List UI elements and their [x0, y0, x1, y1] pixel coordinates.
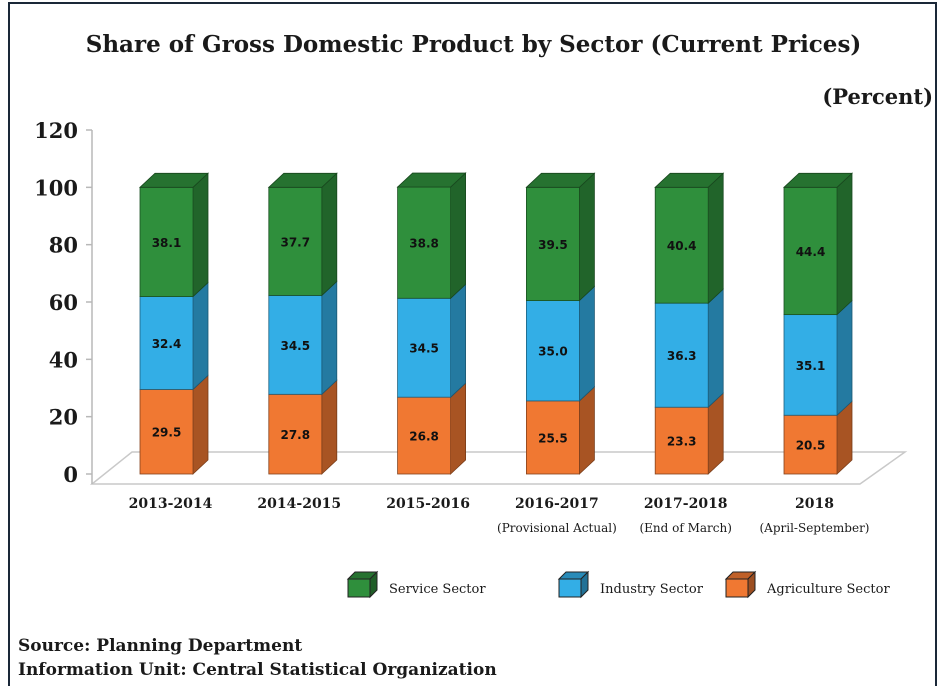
data-label: 38.8 [409, 237, 439, 251]
bar-side-industry-sector [707, 288, 724, 409]
bar-segment-agriculture-sector [526, 400, 580, 475]
x-tick-label: 2013-2014 [129, 496, 213, 512]
bar-segment-service-sector [139, 186, 194, 297]
bar-group-2013-2014: 29.5 32.4 38.1 [138, 172, 210, 475]
x-tick-note: (Provisional Actual) [497, 521, 617, 535]
data-label: 29.5 [152, 426, 182, 440]
bar-side-service-sector [450, 172, 467, 300]
bar-group-2014-2015: 27.8 34.5 37.7 [267, 172, 338, 475]
bar-segment-service-sector [397, 186, 452, 299]
legend-label: Service Sector [389, 582, 486, 597]
y-tick-label: 80 [49, 233, 78, 258]
y-axis: 0 20 40 60 80 100 120 [34, 118, 93, 487]
bar-group-2017-2018: 23.3 36.3 40.4 [654, 172, 725, 475]
data-label: 44.4 [796, 245, 826, 259]
unit-label: (Percent) [822, 84, 933, 109]
data-label: 35.1 [796, 359, 826, 373]
y-tick-label: 60 [49, 290, 78, 315]
bar-side-service-sector [707, 172, 724, 305]
bar-side-industry-sector [579, 285, 595, 402]
bar-top [138, 172, 210, 188]
legend-item-service-sector: Service Sector [346, 570, 486, 599]
bar-segment-service-sector [783, 186, 838, 316]
bars: 29.5 32.4 38.1 27.8 34.5 37.7 26.8 34.5 38.8 25.5… [138, 172, 854, 475]
bar-side-industry-sector [836, 299, 853, 417]
bar-segment-agriculture-sector [139, 389, 194, 475]
data-label: 25.5 [538, 431, 568, 445]
bar-side-service-sector [192, 172, 209, 298]
bar-segment-service-sector [654, 186, 709, 304]
x-tick-label: 2018 [795, 496, 834, 512]
bar-side-service-sector [321, 172, 338, 297]
y-tick-label: 0 [63, 462, 78, 487]
bar-segment-industry-sector [654, 302, 709, 408]
bar-side-service-sector [836, 172, 853, 316]
data-label: 39.5 [538, 238, 568, 252]
bar-top [782, 172, 854, 188]
x-tick-note: (April-September) [759, 521, 869, 535]
bar-side-agriculture-sector [450, 382, 467, 475]
bar-segment-industry-sector [139, 296, 194, 390]
legend-label: Industry Sector [600, 582, 704, 597]
data-label: 35.0 [538, 345, 568, 359]
bar-side-agriculture-sector [579, 385, 595, 475]
bar-top [654, 172, 725, 188]
bar-top [267, 172, 338, 188]
bar-top [396, 172, 467, 188]
x-tick-note: (End of March) [639, 521, 731, 535]
data-label: 34.5 [280, 339, 310, 353]
bar-segment-agriculture-sector [397, 396, 452, 475]
bar-segment-agriculture-sector [783, 414, 838, 475]
bar-segment-agriculture-sector [268, 393, 323, 475]
legend-item-industry-sector: Industry Sector [557, 570, 704, 599]
floor-outline [89, 451, 908, 485]
bar-segment-industry-sector [397, 297, 452, 398]
y-tick-label: 120 [34, 118, 78, 143]
legend-label: Agriculture Sector [766, 582, 890, 597]
x-tick-label: 2015-2016 [386, 496, 470, 512]
x-tick-label: 2014-2015 [257, 496, 341, 512]
bar-side-industry-sector [192, 281, 209, 391]
data-label: 32.4 [152, 337, 182, 351]
data-label: 20.5 [796, 439, 826, 453]
data-label: 26.8 [409, 430, 439, 444]
bar-side-agriculture-sector [321, 379, 338, 475]
data-label: 34.5 [409, 342, 439, 356]
bar-segment-service-sector [268, 186, 323, 296]
y-tick-label: 20 [49, 405, 78, 430]
legend-item-agriculture-sector: Agriculture Sector [724, 570, 890, 599]
bar-side-service-sector [579, 172, 595, 302]
bar-top [525, 172, 596, 188]
bar-group-2016-2017: 25.5 35.0 39.5 [525, 172, 596, 475]
data-label: 23.3 [667, 435, 697, 449]
bar-side-industry-sector [321, 280, 338, 396]
bar-group-2015-2016: 26.8 34.5 38.8 [396, 172, 467, 475]
data-label: 37.7 [280, 235, 310, 249]
data-label: 27.8 [280, 428, 310, 442]
bar-side-agriculture-sector [192, 374, 209, 475]
chart-title: Share of Gross Domestic Product by Secto… [85, 31, 862, 58]
bar-group-2018: 20.5 35.1 44.4 [782, 172, 854, 475]
data-label: 36.3 [667, 349, 697, 363]
source-text: Source: Planning Department [18, 636, 303, 656]
x-axis-labels: 2013-2014 2014-2015 2015-2016 2016-2017 (Pro… [129, 496, 870, 535]
bar-side-industry-sector [450, 283, 467, 399]
legend-swatch [347, 578, 371, 598]
legend-swatch [725, 578, 749, 598]
y-tick-label: 40 [49, 347, 78, 372]
x-tick-label: 2017-2018 [644, 496, 728, 512]
x-tick-label: 2016-2017 [515, 496, 599, 512]
chart-floor [89, 451, 908, 485]
y-tick-label: 100 [34, 175, 78, 200]
legend-swatch [558, 578, 582, 598]
bar-segment-industry-sector [783, 314, 838, 416]
info-unit-text: Information Unit: Central Statistical Or… [18, 660, 497, 680]
data-label: 40.4 [667, 239, 697, 253]
legend: Service Sector Industry Sector Agriculture… [346, 570, 890, 599]
chart-frame [8, 2, 937, 686]
data-label: 38.1 [152, 236, 182, 250]
